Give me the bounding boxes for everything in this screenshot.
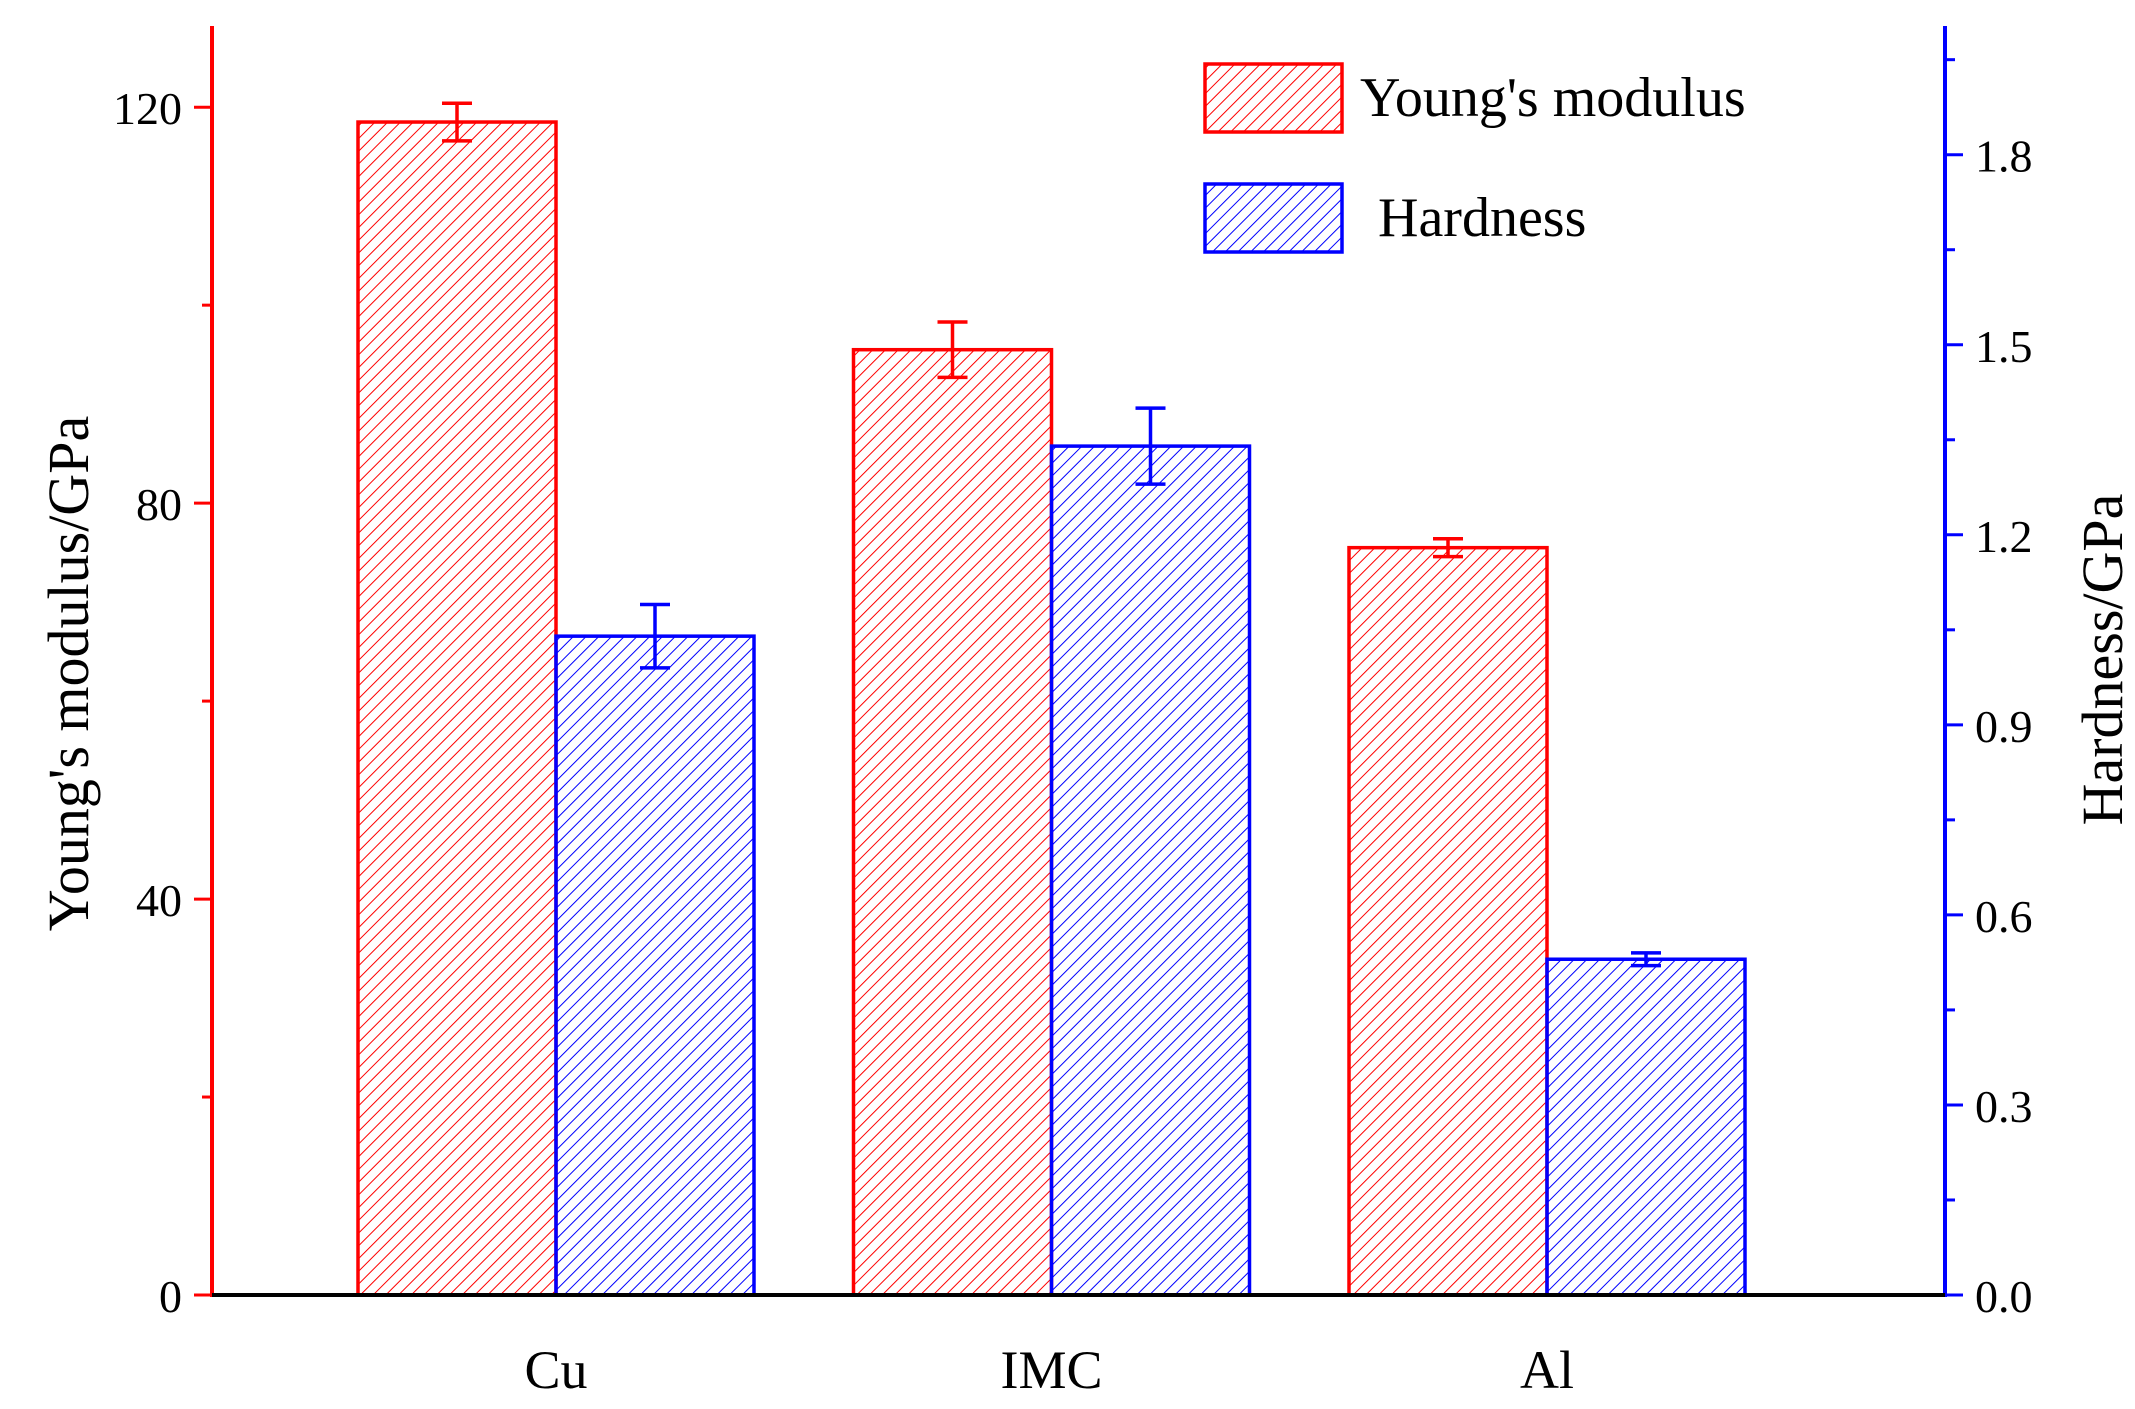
right-tick-label: 0.9	[1975, 701, 2033, 752]
left-tick-label: 0	[159, 1271, 182, 1322]
legend-label-young-s-modulus: Young's modulus	[1360, 67, 1746, 129]
bar-hardness-imc	[1049, 444, 1252, 1297]
error-bar-hardness-cu	[640, 602, 670, 670]
legend-swatch-young-s-modulus	[1203, 62, 1344, 134]
bar-hardness-al	[1545, 957, 1747, 1297]
right-tick-label: 0.0	[1975, 1271, 2033, 1322]
error-bar-hardness-al	[1631, 951, 1661, 968]
bar-young-s-modulus-al	[1347, 545, 1549, 1297]
right-tick-label: 0.6	[1975, 891, 2033, 942]
left-axis-label: Young's modulus/GPa	[36, 416, 101, 931]
right-axis-label: Hardness/GPa	[2070, 494, 2135, 826]
left-tick-label: 120	[113, 83, 182, 134]
legend-swatch-hardness	[1203, 182, 1344, 254]
right-tick-label: 1.2	[1975, 511, 2033, 562]
right-tick-label: 1.5	[1975, 321, 2033, 372]
left-tick-label: 40	[136, 875, 182, 926]
bar-young-s-modulus-cu	[356, 120, 558, 1297]
error-bar-hardness-imc	[1135, 406, 1166, 486]
error-bar-young-s-modulus-imc	[937, 320, 968, 380]
error-bar-young-s-modulus-al	[1433, 537, 1463, 559]
error-bar-young-s-modulus-cu	[442, 101, 472, 143]
x-tick-label-al: Al	[1520, 1340, 1574, 1400]
left-tick-label: 80	[136, 479, 182, 530]
right-tick-label: 0.3	[1975, 1081, 2033, 1132]
x-tick-label-imc: IMC	[1000, 1340, 1102, 1400]
legend-label-hardness: Hardness	[1378, 187, 1586, 249]
bar-hardness-cu	[554, 634, 756, 1297]
right-tick-label: 1.8	[1975, 131, 2033, 182]
bar-young-s-modulus-imc	[851, 347, 1054, 1297]
x-tick-label-cu: Cu	[524, 1340, 587, 1400]
